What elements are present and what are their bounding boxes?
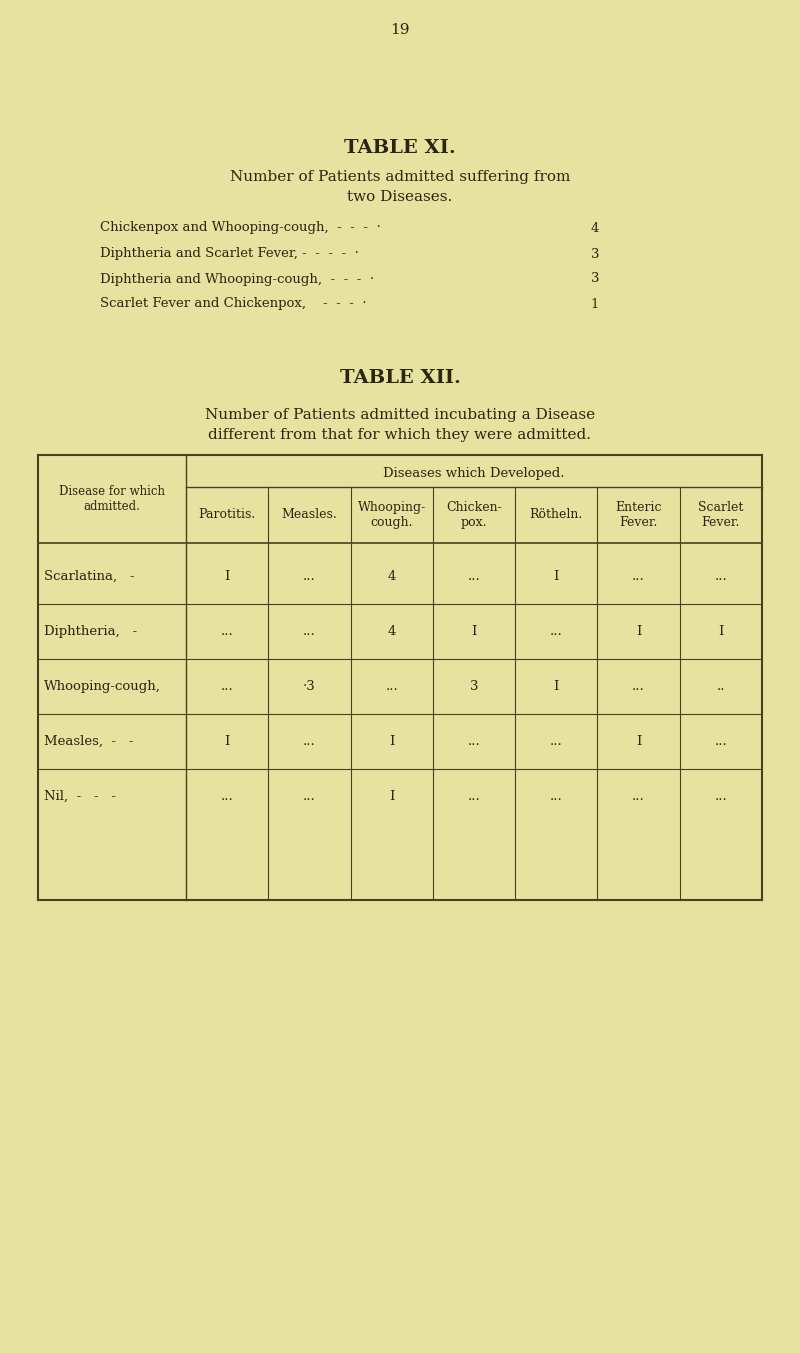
Text: I: I	[554, 570, 559, 583]
Text: I: I	[636, 735, 642, 748]
Text: ..: ..	[717, 681, 725, 693]
Text: TABLE XII.: TABLE XII.	[339, 369, 461, 387]
Text: 4: 4	[387, 570, 396, 583]
Text: I: I	[554, 681, 559, 693]
Text: I: I	[471, 625, 477, 639]
Text: 19: 19	[390, 23, 410, 37]
Text: 3: 3	[590, 272, 599, 285]
Text: ...: ...	[303, 570, 316, 583]
Text: Scarlatina,   -: Scarlatina, -	[44, 570, 134, 583]
Text: Whooping-cough,: Whooping-cough,	[44, 681, 161, 693]
Text: Chickenpox and Whooping-cough,  -  -  -  ·: Chickenpox and Whooping-cough, - - - ·	[100, 222, 381, 234]
Text: ...: ...	[303, 735, 316, 748]
Text: Parotitis.: Parotitis.	[198, 509, 256, 521]
Text: I: I	[389, 735, 394, 748]
Text: Chicken-
pox.: Chicken- pox.	[446, 501, 502, 529]
Text: 3: 3	[590, 248, 599, 261]
Text: Scarlet
Fever.: Scarlet Fever.	[698, 501, 743, 529]
Text: ...: ...	[632, 681, 645, 693]
Text: ...: ...	[632, 790, 645, 802]
Text: Diphtheria and Scarlet Fever, -  -  -  -  ·: Diphtheria and Scarlet Fever, - - - - ·	[100, 248, 359, 261]
Text: Number of Patients admitted incubating a Disease: Number of Patients admitted incubating a…	[205, 409, 595, 422]
Text: ...: ...	[550, 625, 562, 639]
Text: Diphtheria and Whooping-cough,  -  -  -  ·: Diphtheria and Whooping-cough, - - - ·	[100, 272, 374, 285]
Text: ...: ...	[468, 790, 480, 802]
Text: ...: ...	[303, 625, 316, 639]
Text: TABLE XI.: TABLE XI.	[344, 139, 456, 157]
Text: Measles,  -   -: Measles, - -	[44, 735, 134, 748]
Text: 1: 1	[591, 298, 599, 310]
Text: Diphtheria,   -: Diphtheria, -	[44, 625, 137, 639]
Text: I: I	[718, 625, 723, 639]
Text: Whooping-
cough.: Whooping- cough.	[358, 501, 426, 529]
Text: Rötheln.: Rötheln.	[530, 509, 583, 521]
Text: ...: ...	[468, 735, 480, 748]
Text: I: I	[389, 790, 394, 802]
Text: I: I	[225, 735, 230, 748]
Text: ...: ...	[221, 681, 234, 693]
Text: Number of Patients admitted suffering from: Number of Patients admitted suffering fr…	[230, 170, 570, 184]
Text: Disease for which
admitted.: Disease for which admitted.	[59, 484, 165, 513]
Text: 4: 4	[387, 625, 396, 639]
Text: ...: ...	[714, 570, 727, 583]
Text: Scarlet Fever and Chickenpox,    -  -  -  ·: Scarlet Fever and Chickenpox, - - - ·	[100, 298, 366, 310]
Text: 4: 4	[591, 222, 599, 234]
Text: ...: ...	[714, 735, 727, 748]
Text: two Diseases.: two Diseases.	[347, 189, 453, 204]
Text: 3: 3	[470, 681, 478, 693]
Text: ...: ...	[632, 570, 645, 583]
Text: I: I	[225, 570, 230, 583]
Text: ...: ...	[221, 790, 234, 802]
Text: ...: ...	[386, 681, 398, 693]
Text: ...: ...	[303, 790, 316, 802]
Text: Diseases which Developed.: Diseases which Developed.	[383, 467, 565, 479]
Text: Enteric
Fever.: Enteric Fever.	[615, 501, 662, 529]
Text: Measles.: Measles.	[282, 509, 338, 521]
Text: ·3: ·3	[303, 681, 316, 693]
Text: different from that for which they were admitted.: different from that for which they were …	[209, 428, 591, 442]
Text: ...: ...	[221, 625, 234, 639]
Text: ...: ...	[550, 790, 562, 802]
Text: ...: ...	[468, 570, 480, 583]
Text: I: I	[636, 625, 642, 639]
Text: ...: ...	[550, 735, 562, 748]
Text: Nil,  -   -   -: Nil, - - -	[44, 790, 116, 802]
Text: ...: ...	[714, 790, 727, 802]
